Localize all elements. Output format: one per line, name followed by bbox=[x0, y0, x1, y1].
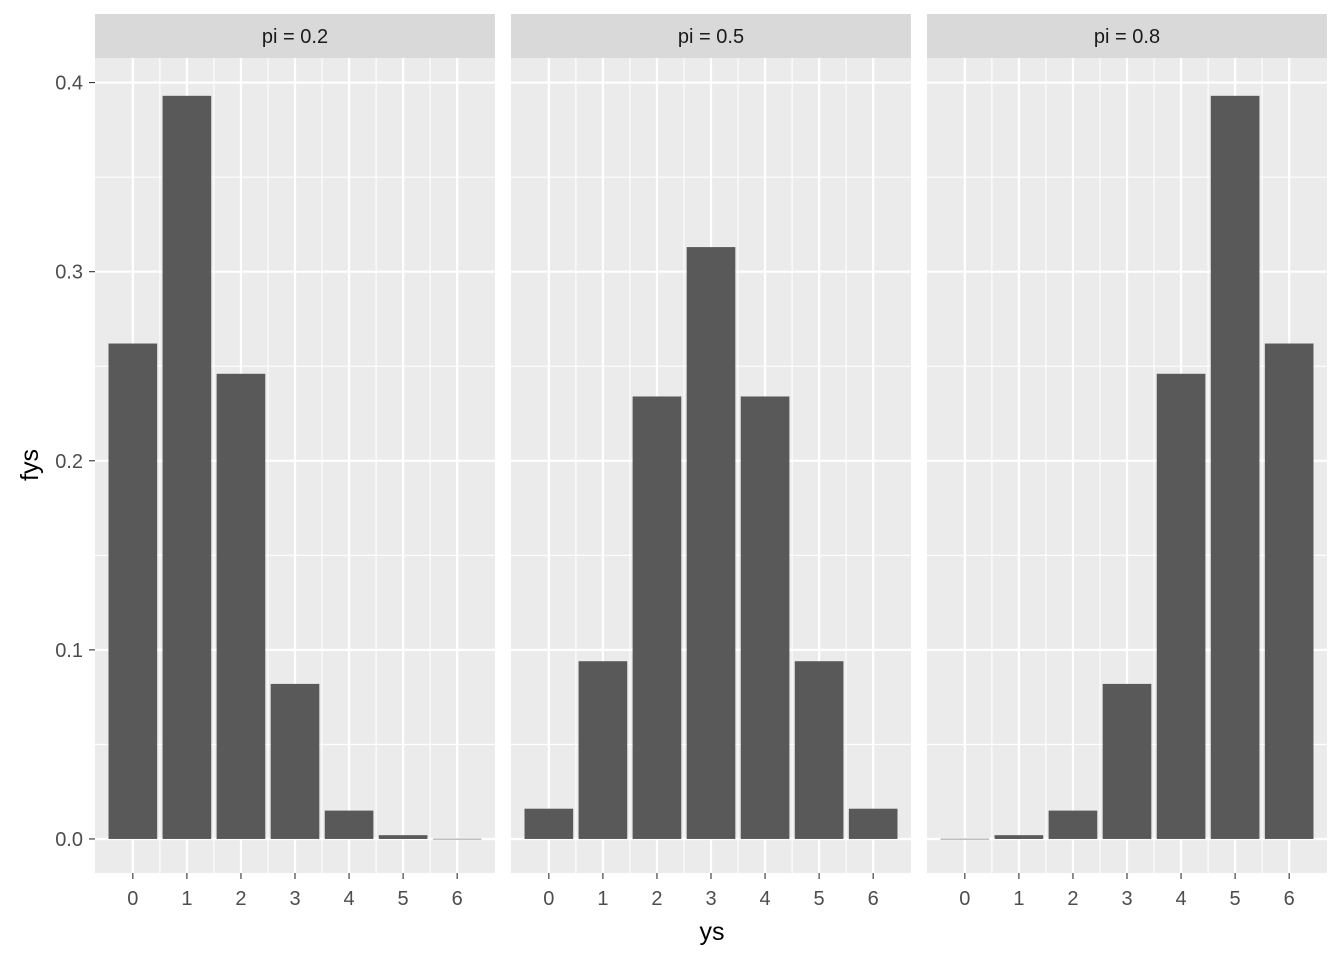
panel-1: pi = 0.2 0 1 2 3 4 5 6 bbox=[95, 14, 495, 910]
x-tick-label: 6 bbox=[1284, 888, 1295, 910]
facet-strip bbox=[95, 14, 495, 58]
y-axis-title: fys bbox=[16, 449, 44, 481]
bar bbox=[1210, 95, 1260, 839]
x-tick-label: 3 bbox=[705, 888, 716, 910]
x-tick-label: 5 bbox=[398, 888, 409, 910]
x-tick-label: 2 bbox=[651, 888, 662, 910]
facet-label: pi = 0.2 bbox=[262, 26, 328, 48]
bar bbox=[378, 835, 428, 839]
x-tick-label: 2 bbox=[235, 888, 246, 910]
bar bbox=[740, 396, 790, 839]
bar bbox=[578, 661, 628, 839]
x-tick-label: 5 bbox=[1230, 888, 1241, 910]
x-tick-label: 3 bbox=[1121, 888, 1132, 910]
bar bbox=[524, 808, 574, 839]
facet-strip bbox=[927, 14, 1327, 58]
x-axis-title: ys bbox=[700, 918, 725, 946]
bar bbox=[270, 683, 320, 839]
x-tick-label: 5 bbox=[814, 888, 825, 910]
bar bbox=[940, 838, 990, 840]
x-tick-label: 2 bbox=[1067, 888, 1078, 910]
facet-label: pi = 0.5 bbox=[678, 26, 744, 48]
bar bbox=[108, 343, 158, 839]
bar bbox=[162, 95, 212, 839]
bar bbox=[1102, 683, 1152, 839]
bar bbox=[994, 835, 1044, 839]
panel-2: pi = 0.5 0 1 2 3 4 5 6 bbox=[511, 14, 911, 910]
y-tick-label: 0.2 bbox=[55, 451, 83, 473]
bar bbox=[632, 396, 682, 839]
x-tick-label: 6 bbox=[868, 888, 879, 910]
x-tick-label: 0 bbox=[543, 888, 554, 910]
bar bbox=[324, 810, 374, 839]
y-axis: 0.0 0.1 0.2 0.3 0.4 bbox=[55, 73, 95, 851]
bar bbox=[794, 661, 844, 839]
y-tick-label: 0.0 bbox=[55, 829, 83, 851]
panel-3: pi = 0.8 0 1 2 3 4 5 6 bbox=[927, 14, 1327, 910]
bar bbox=[848, 808, 898, 839]
x-tick-label: 4 bbox=[343, 888, 354, 910]
facet-label: pi = 0.8 bbox=[1094, 26, 1160, 48]
x-tick-label: 1 bbox=[597, 888, 608, 910]
bar bbox=[432, 838, 482, 840]
y-tick-label: 0.4 bbox=[55, 73, 83, 95]
x-tick-label: 1 bbox=[1013, 888, 1024, 910]
x-tick-label: 6 bbox=[452, 888, 463, 910]
y-tick-label: 0.3 bbox=[55, 262, 83, 284]
x-tick-label: 1 bbox=[181, 888, 192, 910]
x-tick-label: 0 bbox=[127, 888, 138, 910]
bar bbox=[686, 247, 736, 839]
panels-layer: pi = 0.2 0 1 2 3 4 5 6 pi = 0.5 0 1 2 3 4 5 6 pi = 0.8 0 1… bbox=[95, 14, 1327, 910]
y-tick-label: 0.1 bbox=[55, 640, 83, 662]
x-tick-label: 4 bbox=[759, 888, 770, 910]
x-tick-label: 3 bbox=[289, 888, 300, 910]
x-tick-label: 4 bbox=[1175, 888, 1186, 910]
bar bbox=[1048, 810, 1098, 839]
bar bbox=[1264, 343, 1314, 839]
x-tick-label: 0 bbox=[959, 888, 970, 910]
bar bbox=[1156, 373, 1206, 839]
bar bbox=[216, 373, 266, 839]
facet-strip bbox=[511, 14, 911, 58]
